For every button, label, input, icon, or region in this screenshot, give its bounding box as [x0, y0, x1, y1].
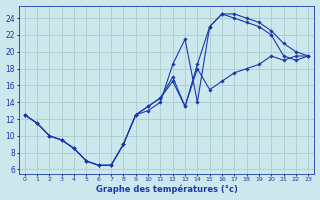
X-axis label: Graphe des températures (°c): Graphe des températures (°c): [96, 185, 237, 194]
